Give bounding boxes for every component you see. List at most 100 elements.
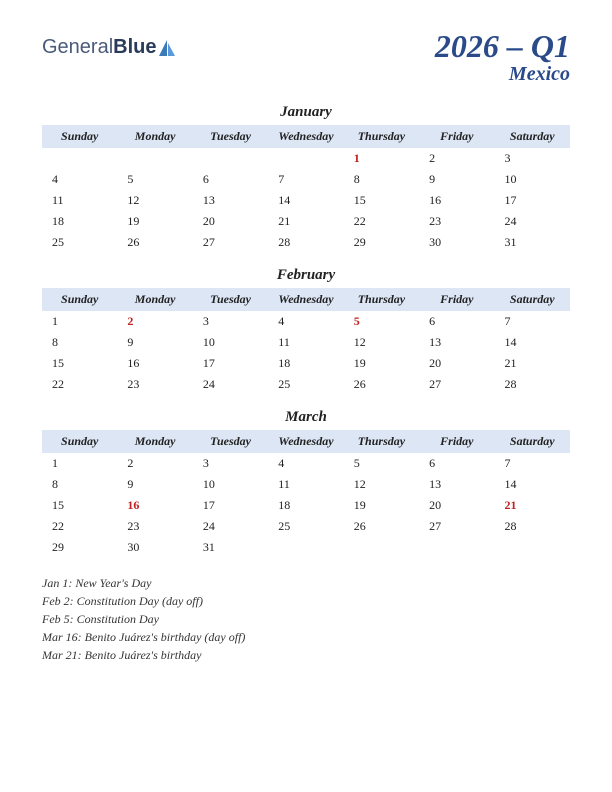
day-cell: 25 — [42, 232, 117, 253]
day-header: Thursday — [344, 125, 419, 148]
table-row: 123 — [42, 148, 570, 169]
calendar-container: JanuarySundayMondayTuesdayWednesdayThurs… — [42, 104, 570, 558]
month-block: MarchSundayMondayTuesdayWednesdayThursda… — [42, 409, 570, 558]
table-row: 45678910 — [42, 169, 570, 190]
day-cell: 18 — [268, 495, 343, 516]
day-cell: 10 — [193, 474, 268, 495]
day-cell: 13 — [193, 190, 268, 211]
day-cell: 21 — [495, 353, 570, 374]
day-cell: 16 — [117, 495, 192, 516]
day-header: Friday — [419, 288, 494, 311]
logo-text: GeneralBlue — [42, 36, 157, 59]
day-header: Monday — [117, 430, 192, 453]
holiday-item: Jan 1: New Year's Day — [42, 574, 570, 592]
day-cell: 9 — [419, 169, 494, 190]
day-cell: 8 — [42, 474, 117, 495]
table-row: 15161718192021 — [42, 495, 570, 516]
month-name: February — [42, 267, 570, 284]
day-cell: 12 — [344, 474, 419, 495]
day-cell: 20 — [419, 353, 494, 374]
day-cell: 31 — [495, 232, 570, 253]
day-cell: 9 — [117, 474, 192, 495]
day-cell: 26 — [344, 374, 419, 395]
day-header: Monday — [117, 288, 192, 311]
day-cell: 23 — [117, 516, 192, 537]
month-block: February SundayMondayTuesdayWednesdayThur… — [42, 267, 570, 395]
holiday-list: Jan 1: New Year's DayFeb 2: Constitution… — [42, 574, 570, 664]
day-cell: 7 — [268, 169, 343, 190]
day-cell: 18 — [268, 353, 343, 374]
day-cell: 4 — [42, 169, 117, 190]
day-cell: 14 — [495, 474, 570, 495]
day-cell: 14 — [268, 190, 343, 211]
day-cell: 16 — [419, 190, 494, 211]
day-cell — [268, 148, 343, 169]
title-block: 2026 – Q1 Mexico — [435, 28, 570, 86]
table-row: 25262728293031 — [42, 232, 570, 253]
day-cell: 13 — [419, 332, 494, 353]
day-cell: 3 — [193, 311, 268, 332]
day-cell: 28 — [495, 374, 570, 395]
day-cell: 19 — [344, 495, 419, 516]
logo-text-2: Blue — [113, 36, 156, 58]
table-row: 1234567 — [42, 453, 570, 474]
day-cell: 1 — [344, 148, 419, 169]
header: GeneralBlue 2026 – Q1 Mexico — [42, 28, 570, 86]
day-cell: 25 — [268, 374, 343, 395]
day-cell: 12 — [117, 190, 192, 211]
day-header: Thursday — [344, 430, 419, 453]
day-cell: 23 — [117, 374, 192, 395]
day-cell: 29 — [42, 537, 117, 558]
day-cell: 15 — [344, 190, 419, 211]
day-header: Tuesday — [193, 288, 268, 311]
day-cell: 28 — [495, 516, 570, 537]
day-cell: 5 — [344, 453, 419, 474]
day-cell: 30 — [117, 537, 192, 558]
day-cell — [42, 148, 117, 169]
day-cell: 21 — [268, 211, 343, 232]
day-cell: 25 — [268, 516, 343, 537]
day-header: Sunday — [42, 288, 117, 311]
day-cell: 23 — [419, 211, 494, 232]
day-cell: 11 — [268, 332, 343, 353]
day-cell: 14 — [495, 332, 570, 353]
day-cell: 24 — [495, 211, 570, 232]
day-cell: 3 — [495, 148, 570, 169]
holiday-item: Mar 16: Benito Juárez's birthday (day of… — [42, 628, 570, 646]
day-cell — [117, 148, 192, 169]
day-cell: 20 — [419, 495, 494, 516]
day-header: Saturday — [495, 288, 570, 311]
day-cell: 29 — [344, 232, 419, 253]
table-row: 22232425262728 — [42, 374, 570, 395]
table-row: 22232425262728 — [42, 516, 570, 537]
day-cell: 17 — [193, 353, 268, 374]
day-cell: 31 — [193, 537, 268, 558]
day-cell: 13 — [419, 474, 494, 495]
day-cell: 7 — [495, 311, 570, 332]
day-cell — [495, 537, 570, 558]
day-cell: 16 — [117, 353, 192, 374]
day-cell: 8 — [344, 169, 419, 190]
table-row: 1234567 — [42, 311, 570, 332]
month-name: January — [42, 104, 570, 121]
calendar-table: SundayMondayTuesdayWednesdayThursdayFrid… — [42, 125, 570, 253]
title-sub: Mexico — [435, 63, 570, 86]
day-cell: 6 — [193, 169, 268, 190]
day-cell: 8 — [42, 332, 117, 353]
day-cell: 2 — [117, 311, 192, 332]
table-row: 891011121314 — [42, 332, 570, 353]
day-header: Friday — [419, 125, 494, 148]
day-cell: 15 — [42, 353, 117, 374]
day-cell: 12 — [344, 332, 419, 353]
day-cell: 22 — [42, 516, 117, 537]
title-main: 2026 – Q1 — [435, 28, 570, 65]
day-header: Wednesday — [268, 288, 343, 311]
logo-text-1: General — [42, 36, 113, 58]
month-block: January SundayMondayTuesdayWednesdayThurs… — [42, 104, 570, 253]
day-cell: 26 — [117, 232, 192, 253]
day-header: Thursday — [344, 288, 419, 311]
day-header: Wednesday — [268, 430, 343, 453]
logo: GeneralBlue — [42, 36, 177, 59]
day-header: Sunday — [42, 125, 117, 148]
day-header: Wednesday — [268, 125, 343, 148]
